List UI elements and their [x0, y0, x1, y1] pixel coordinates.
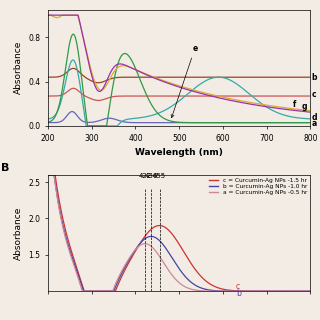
- Y-axis label: Absorbance: Absorbance: [14, 206, 23, 260]
- Text: c: c: [311, 91, 316, 100]
- Text: 455: 455: [153, 173, 166, 179]
- Text: d: d: [311, 113, 317, 122]
- Y-axis label: Absorbance: Absorbance: [14, 41, 23, 94]
- X-axis label: Wavelength (nm): Wavelength (nm): [135, 148, 223, 157]
- Text: e: e: [171, 44, 197, 118]
- Text: B: B: [1, 163, 9, 172]
- Text: 436: 436: [145, 173, 158, 179]
- Text: 422: 422: [139, 173, 152, 179]
- Text: c: c: [236, 282, 240, 291]
- Text: b: b: [311, 73, 317, 82]
- Text: f: f: [293, 100, 296, 108]
- Legend: c = Curcumin-Ag NPs -1.5 hr, b = Curcumin-Ag NPs -1.0 hr, a = Curcumin-Ag NPs -0: c = Curcumin-Ag NPs -1.5 hr, b = Curcumi…: [209, 178, 308, 196]
- Text: g: g: [302, 102, 307, 111]
- Text: a: a: [311, 119, 316, 128]
- Text: b: b: [236, 289, 241, 298]
